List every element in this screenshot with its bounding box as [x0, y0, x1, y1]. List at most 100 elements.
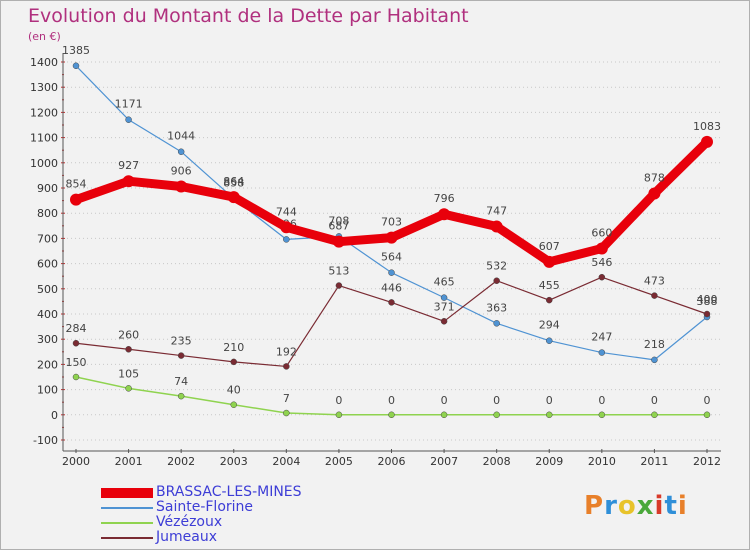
- proxiti-logo: Proxiti: [584, 491, 688, 521]
- data-point: [546, 337, 553, 344]
- y-tick-label: 900: [37, 182, 58, 195]
- data-point: [177, 148, 185, 155]
- data-point: [651, 411, 658, 419]
- y-tick-label: 0: [51, 409, 58, 422]
- data-label: 0: [598, 394, 605, 407]
- legend-swatch: [101, 506, 153, 509]
- legend-label: BRASSAC-LES-MINES: [156, 484, 302, 500]
- data-label: 532: [486, 260, 507, 273]
- data-label: 1044: [167, 130, 195, 143]
- y-tick-label: 800: [37, 207, 58, 220]
- data-point: [70, 193, 82, 206]
- data-point: [335, 411, 343, 419]
- legend-label: Vézézoux: [156, 514, 223, 530]
- data-point: [493, 411, 500, 419]
- data-label: 105: [118, 367, 139, 380]
- data-point: [598, 273, 606, 281]
- data-label: 218: [644, 338, 665, 351]
- data-point: [72, 373, 80, 381]
- data-point: [493, 320, 500, 327]
- data-label: 708: [328, 214, 349, 227]
- data-point: [125, 346, 132, 353]
- x-tick-label: 2002: [167, 455, 195, 468]
- x-tick-label: 2001: [115, 455, 143, 468]
- data-label: 513: [328, 265, 349, 278]
- x-tick-label: 2012: [693, 455, 721, 468]
- data-point: [125, 116, 132, 123]
- data-label: 150: [66, 356, 87, 369]
- data-label: 74: [174, 375, 188, 388]
- x-tick-label: 2003: [220, 455, 248, 468]
- data-point: [335, 282, 343, 289]
- data-label: 0: [441, 394, 448, 407]
- logo-letter: P: [584, 491, 605, 521]
- plot-area: [63, 53, 721, 451]
- data-label: 235: [171, 335, 192, 348]
- data-point: [701, 135, 713, 148]
- data-point: [125, 385, 132, 392]
- data-label: 906: [171, 164, 192, 177]
- data-point: [230, 401, 237, 408]
- y-tick-label: 700: [37, 232, 58, 245]
- data-label: 1083: [693, 120, 721, 133]
- data-label: 284: [66, 322, 87, 335]
- data-point: [440, 411, 448, 419]
- x-tick-label: 2011: [640, 455, 668, 468]
- data-point: [440, 294, 448, 301]
- logo-letter: x: [636, 491, 655, 521]
- x-tick-label: 2008: [483, 455, 511, 468]
- data-label: 744: [276, 205, 297, 218]
- data-label: 465: [434, 276, 455, 289]
- data-label: 927: [118, 159, 139, 172]
- data-point: [177, 392, 185, 400]
- data-label: 400: [697, 293, 718, 306]
- legend-item: BRASSAC-LES-MINES: [101, 484, 361, 500]
- data-point: [546, 296, 553, 304]
- y-tick-label: 200: [37, 358, 58, 371]
- data-label: 864: [223, 175, 244, 188]
- data-label: 546: [591, 256, 612, 269]
- data-label: 455: [539, 279, 560, 292]
- data-label: 854: [66, 178, 87, 191]
- legend-item: Sainte-Florine: [101, 499, 361, 515]
- data-point: [598, 411, 606, 419]
- data-point: [703, 310, 711, 318]
- data-point: [385, 231, 398, 244]
- chart-title: Evolution du Montant de la Dette par Hab…: [28, 5, 469, 27]
- data-label: 260: [118, 328, 139, 341]
- data-label: 247: [591, 331, 612, 344]
- legend-label: Jumeaux: [156, 529, 217, 545]
- data-label: 858: [223, 177, 244, 190]
- data-point: [175, 180, 188, 193]
- data-label: 0: [546, 394, 553, 407]
- data-label: 607: [539, 240, 560, 253]
- data-label: 192: [276, 345, 297, 358]
- y-tick-label: 100: [37, 384, 58, 397]
- legend-item: Vézézoux: [101, 514, 361, 530]
- x-tick-label: 2005: [325, 455, 353, 468]
- data-point: [703, 411, 711, 419]
- data-point: [72, 339, 80, 347]
- data-label: 703: [381, 216, 402, 229]
- data-point: [388, 411, 395, 419]
- data-label: 7: [283, 392, 290, 405]
- data-point: [177, 352, 185, 359]
- legend-swatch: [101, 487, 153, 498]
- data-label: 0: [335, 394, 342, 407]
- data-point: [651, 292, 658, 299]
- data-point: [493, 277, 500, 284]
- data-point: [122, 175, 135, 188]
- data-label: 40: [227, 384, 241, 397]
- data-point: [438, 208, 451, 221]
- data-label: 687: [328, 220, 349, 233]
- legend-item: Jumeaux: [101, 529, 361, 545]
- data-label: 0: [704, 394, 711, 407]
- chart-legend: BRASSAC-LES-MINES Sainte-Florine Vézézoux J…: [101, 484, 361, 545]
- series-jumeaux: 284 260 235 210 192 513 446 371 532 455 546 473 400: [66, 256, 718, 370]
- data-point: [230, 358, 237, 366]
- x-tick-label: 2000: [62, 455, 90, 468]
- y-tick-label: 600: [37, 258, 58, 271]
- data-point: [283, 236, 290, 243]
- x-tick-label: 2007: [430, 455, 458, 468]
